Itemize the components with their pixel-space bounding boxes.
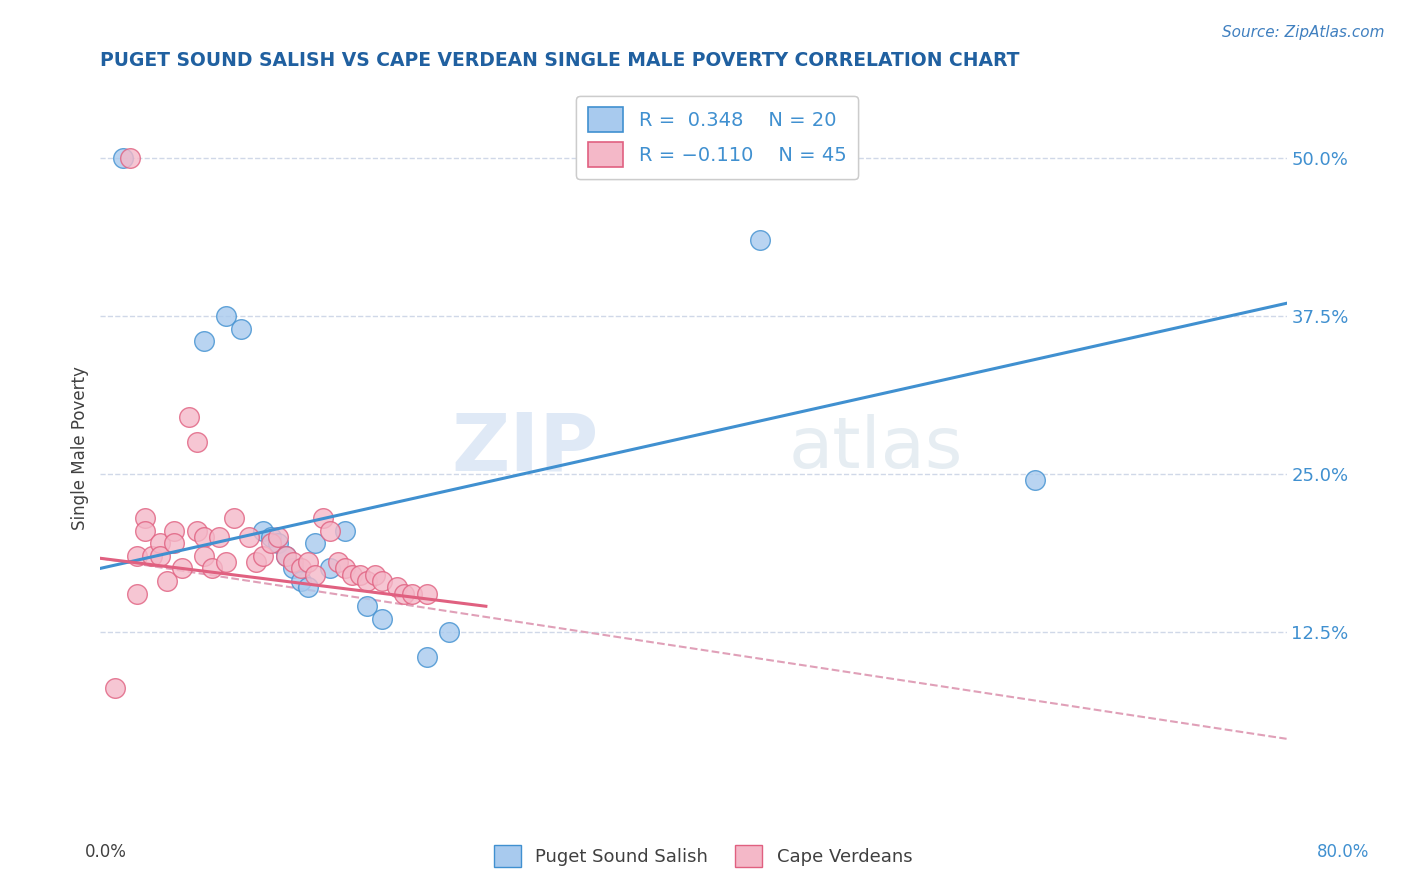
Point <box>238 530 260 544</box>
Text: PUGET SOUND SALISH VS CAPE VERDEAN SINGLE MALE POVERTY CORRELATION CHART: PUGET SOUND SALISH VS CAPE VERDEAN SINGL… <box>100 51 1019 70</box>
Point <box>297 580 319 594</box>
Point <box>163 536 186 550</box>
Point <box>394 587 416 601</box>
Point <box>193 334 215 348</box>
Point <box>415 587 437 601</box>
Point <box>231 321 253 335</box>
Point <box>149 549 172 563</box>
Point <box>312 511 335 525</box>
Point <box>127 549 149 563</box>
Point <box>149 536 172 550</box>
Point <box>371 574 394 588</box>
Point <box>326 555 349 569</box>
Point <box>170 561 193 575</box>
Point <box>749 233 772 247</box>
Point <box>111 151 134 165</box>
Legend: Puget Sound Salish, Cape Verdeans: Puget Sound Salish, Cape Verdeans <box>486 838 920 874</box>
Point <box>260 536 283 550</box>
Point <box>1024 473 1046 487</box>
Point <box>437 624 460 639</box>
Point <box>342 567 364 582</box>
Legend: R =  0.348    N = 20, R = −0.110    N = 45: R = 0.348 N = 20, R = −0.110 N = 45 <box>576 95 858 178</box>
Point <box>290 561 312 575</box>
Point <box>179 409 201 424</box>
Point <box>156 574 179 588</box>
Point <box>186 524 208 538</box>
Point <box>141 549 163 563</box>
Point <box>349 567 371 582</box>
Point <box>222 511 245 525</box>
Point <box>163 524 186 538</box>
Point <box>281 555 304 569</box>
Point <box>319 524 342 538</box>
Point <box>118 151 141 165</box>
Point <box>134 524 156 538</box>
Point <box>208 530 231 544</box>
Text: 0.0%: 0.0% <box>84 843 127 861</box>
Text: 80.0%: 80.0% <box>1316 843 1369 861</box>
Point <box>215 555 238 569</box>
Point <box>401 587 423 601</box>
Point <box>363 567 385 582</box>
Point <box>252 524 274 538</box>
Point <box>385 580 408 594</box>
Point <box>304 567 326 582</box>
Point <box>415 649 437 664</box>
Point <box>127 587 149 601</box>
Y-axis label: Single Male Poverty: Single Male Poverty <box>72 367 89 531</box>
Point <box>319 561 342 575</box>
Point <box>252 549 274 563</box>
Point <box>193 549 215 563</box>
Point <box>200 561 222 575</box>
Point <box>356 599 378 614</box>
Point <box>267 530 290 544</box>
Point <box>371 612 394 626</box>
Point <box>186 435 208 450</box>
Point <box>333 561 356 575</box>
Point <box>333 524 356 538</box>
Point <box>134 511 156 525</box>
Text: ZIP: ZIP <box>451 409 599 487</box>
Text: Source: ZipAtlas.com: Source: ZipAtlas.com <box>1222 25 1385 40</box>
Point <box>274 549 297 563</box>
Point <box>356 574 378 588</box>
Point <box>267 536 290 550</box>
Point <box>281 561 304 575</box>
Point <box>290 574 312 588</box>
Point <box>274 549 297 563</box>
Point <box>304 536 326 550</box>
Point <box>104 681 127 696</box>
Text: atlas: atlas <box>789 414 963 483</box>
Point <box>215 309 238 323</box>
Point <box>260 530 283 544</box>
Point <box>193 530 215 544</box>
Point <box>245 555 267 569</box>
Point <box>297 555 319 569</box>
